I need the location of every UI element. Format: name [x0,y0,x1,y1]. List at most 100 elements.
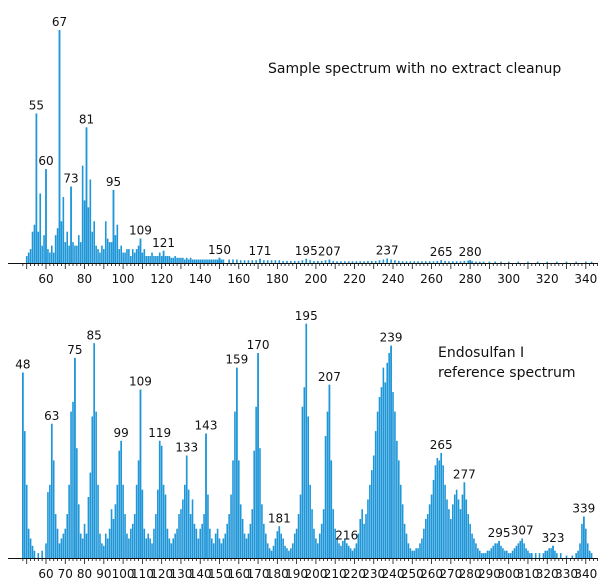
top-bar [340,261,342,263]
bottom-bar [317,543,319,558]
bottom-bar [338,543,340,558]
bottom-bar [413,550,416,558]
top-bar [155,256,157,263]
bottom-bar [320,523,323,558]
top-bar [218,257,221,263]
bottom-bar [222,538,225,558]
top-tick-label: 340 [574,272,597,286]
bottom-bar [471,533,473,558]
top-bar [469,260,471,263]
top-bar [83,200,86,263]
bottom-bar [288,550,290,558]
bottom-bar [184,484,186,558]
top-bar [41,245,43,263]
top-peak-label: 237 [376,243,399,257]
bottom-bar [52,460,55,558]
bottom-bar [158,440,161,558]
bottom-bar [430,494,433,558]
bottom-peak-label: 216 [335,528,358,542]
bottom-bar [509,553,512,558]
top-bar [74,245,76,263]
bottom-bar [49,484,51,558]
top-bar [50,245,53,263]
top-bar [351,261,354,263]
top-bar [475,261,477,263]
bottom-bar [477,548,479,558]
bottom-bar [247,533,250,558]
top-bar [359,261,362,263]
bottom-peak-label: 307 [511,523,534,537]
bottom-peak-label: 119 [148,426,171,440]
bottom-bar [585,528,587,558]
bottom-tick-label: 330 [555,567,578,581]
top-tick-label: 160 [227,272,250,286]
bottom-bar [336,538,338,558]
bottom-bar [230,494,232,558]
top-bar [313,260,315,263]
top-bar [122,252,124,263]
top-bar [70,186,72,263]
bottom-bar [417,548,419,558]
bottom-bar [511,550,514,558]
bottom-bar [62,533,65,558]
top-bar [160,256,163,263]
top-tick-label: 80 [77,272,92,286]
bottom-bar [484,553,487,558]
bottom-bar [297,514,300,558]
top-bar [110,242,113,263]
bottom-bar [378,396,381,558]
top-bar [91,231,94,263]
top-bar [133,252,136,263]
top-bar [259,258,261,263]
bottom-bar [164,494,167,558]
bottom-bar [22,372,24,558]
top-bar [500,261,502,263]
bottom-bar [496,543,498,558]
top-bar [27,252,30,263]
bottom-bar [45,543,47,558]
bottom-bar [457,499,460,558]
top-bar [101,245,103,263]
bottom-bar [523,543,525,558]
top-bar [25,256,28,263]
bottom-tick-label: 130 [169,567,192,581]
top-tick-label: 140 [189,272,212,286]
bottom-bar [291,543,294,558]
bottom-peak-label: 109 [129,375,152,389]
bottom-bar [328,384,331,558]
bottom-tick-label: 60 [38,567,53,581]
top-bar [54,235,57,263]
bottom-bar [369,484,371,558]
top-bar [197,259,200,263]
bottom-bar [459,509,462,558]
top-bar [64,242,67,263]
bottom-bar [513,548,516,558]
top-bar [405,261,408,263]
bottom-bar [351,550,354,558]
bottom-bar [361,509,363,558]
top-bar [162,250,165,263]
bottom-bar [72,401,74,558]
top-bar [60,221,63,263]
top-bar [35,113,38,264]
top-bar [62,196,65,263]
top-tick-label: 300 [497,272,520,286]
bottom-bar [538,553,541,558]
bottom-bar [490,548,493,558]
bottom-bar [41,550,43,558]
bottom-bar [565,555,568,558]
bottom-peak-label: 85 [87,328,102,342]
top-bar [141,252,144,263]
bottom-tick-label: 190 [285,567,308,581]
bottom-peak-label: 195 [295,309,318,323]
bottom-bar [110,509,113,558]
bottom-tick-label: 230 [362,567,385,581]
top-tick-label: 100 [112,272,135,286]
bottom-bar [559,553,562,558]
bottom-bar [114,504,117,558]
top-bar [367,260,369,263]
bottom-bar [224,533,227,558]
bottom-bar [268,548,271,558]
bottom-bar [305,323,308,558]
